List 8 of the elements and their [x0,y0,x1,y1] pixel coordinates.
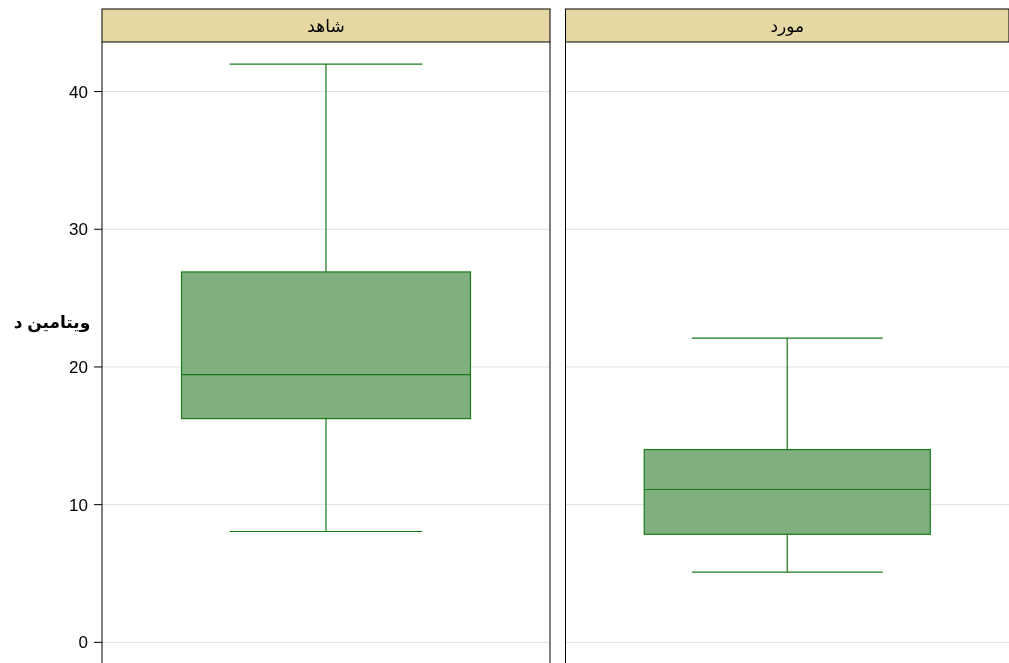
y-tick-label: 40 [69,82,88,102]
x-tick-label: شاهد [307,16,345,36]
y-tick-label: 10 [69,495,88,515]
y-axis-title: ويتامين د [13,312,91,333]
x-tick-label: مورد [770,16,805,36]
y-tick-label: 20 [69,357,88,377]
y-tick-label: 30 [69,220,88,240]
y-tick-label: 0 [78,633,88,653]
